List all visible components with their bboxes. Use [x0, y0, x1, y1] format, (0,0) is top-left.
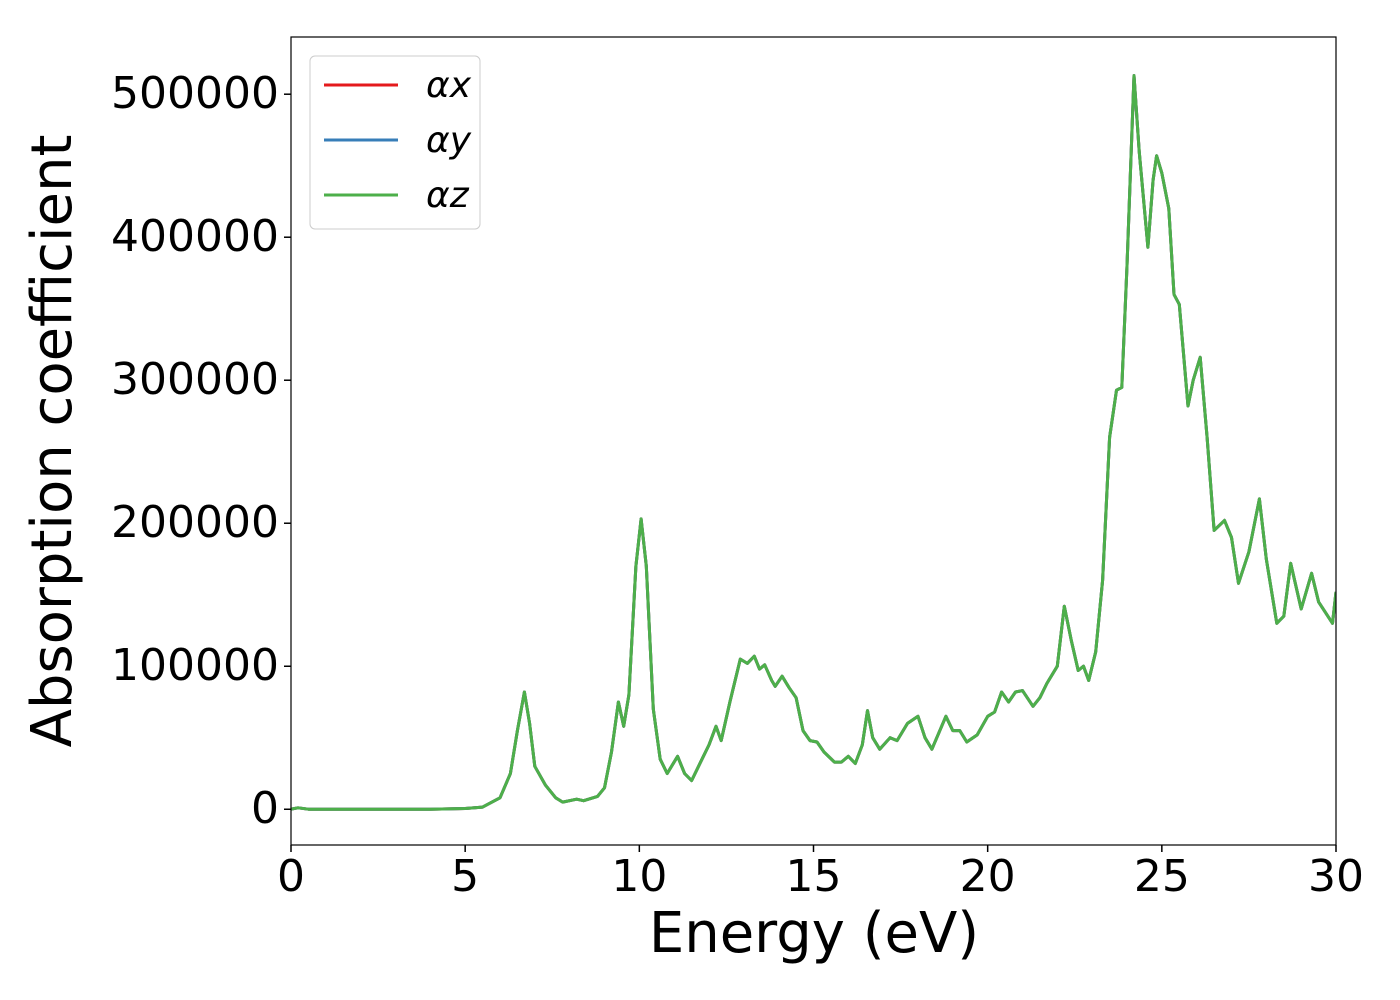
x-tick-label: 10: [611, 851, 667, 902]
y-tick-label: 100000: [111, 640, 279, 691]
legend-label: αy: [426, 120, 472, 161]
plot-frame: [290, 36, 1337, 846]
y-tick-label: 300000: [111, 354, 279, 405]
x-tick-label: 15: [786, 851, 842, 902]
y-tick-label: 200000: [111, 497, 279, 548]
legend-box: [309, 55, 481, 230]
legend-label: αz: [426, 175, 470, 216]
x-tick-label: 5: [451, 851, 479, 902]
series-line: [291, 74, 1336, 811]
x-tick-label: 30: [1308, 851, 1364, 902]
y-tick-label: 0: [251, 783, 279, 834]
x-tick-label: 20: [960, 851, 1016, 902]
x-tick-label: 0: [277, 851, 305, 902]
y-tick-label: 400000: [111, 211, 279, 262]
x-tick-label: 25: [1134, 851, 1190, 902]
y-axis-label: Absorption coefficient: [20, 135, 85, 748]
x-axis-label: Energy (eV): [649, 901, 979, 966]
y-tick-label: 500000: [111, 68, 279, 119]
legend-label: αx: [426, 65, 472, 106]
